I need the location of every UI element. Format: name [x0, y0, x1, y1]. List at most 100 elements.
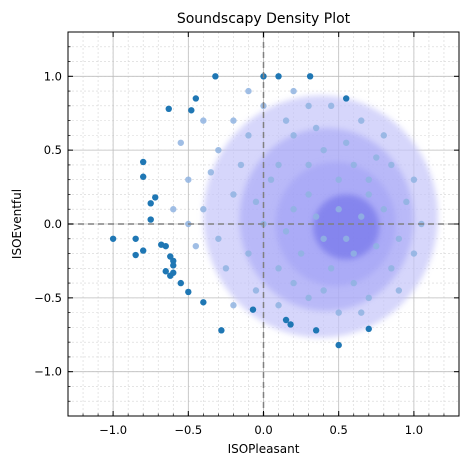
data-point: [200, 299, 207, 306]
y-tick-label: 1.0: [44, 69, 62, 83]
y-axis-label: ISOEventful: [10, 189, 24, 259]
data-point: [162, 268, 169, 275]
data-point: [218, 327, 225, 334]
density-region: [313, 194, 380, 260]
reference-lines: [68, 32, 459, 416]
data-point: [152, 194, 159, 201]
data-point: [327, 102, 335, 110]
data-point: [395, 287, 403, 294]
data-point: [403, 198, 410, 206]
data-point: [290, 206, 297, 213]
data-point: [222, 265, 230, 272]
data-point: [252, 198, 260, 206]
data-point: [343, 235, 350, 242]
data-point: [185, 176, 192, 183]
data-point: [297, 250, 305, 257]
data-point: [343, 95, 350, 102]
x-tick-label: −1.0: [99, 423, 127, 437]
data-point: [192, 242, 200, 250]
data-point: [267, 176, 275, 183]
data-point: [305, 161, 312, 169]
y-tick-label: 0.5: [44, 143, 62, 157]
data-point: [335, 206, 342, 213]
data-point: [170, 262, 177, 269]
data-point: [395, 235, 403, 242]
data-point: [139, 158, 147, 166]
data-point: [290, 279, 297, 287]
data-point: [249, 306, 257, 313]
y-tick-label: −0.5: [34, 291, 62, 305]
data-point: [170, 206, 177, 213]
data-point: [305, 191, 312, 198]
data-point: [275, 161, 282, 169]
data-point: [312, 213, 320, 220]
data-point: [109, 235, 117, 242]
data-point: [170, 269, 177, 276]
data-point: [388, 161, 395, 169]
data-point: [139, 173, 147, 180]
data-point: [170, 257, 177, 265]
data-point: [230, 117, 237, 124]
x-tick-label: 1.0: [405, 423, 423, 437]
data-point: [230, 191, 237, 198]
data-point: [305, 102, 312, 110]
data-point: [380, 132, 388, 139]
data-point: [350, 250, 357, 257]
data-point: [410, 176, 418, 183]
data-point: [365, 294, 372, 302]
data-point: [162, 242, 169, 250]
data-point: [350, 279, 357, 287]
data-point: [380, 206, 388, 213]
data-point: [245, 132, 252, 139]
data-point: [410, 250, 418, 257]
data-point: [215, 146, 222, 154]
x-tick-label: −0.5: [174, 423, 202, 437]
data-point: [312, 124, 320, 132]
data-point: [350, 161, 357, 169]
x-tick-label: 0.5: [330, 423, 348, 437]
data-point: [373, 154, 380, 161]
data-point: [282, 228, 290, 235]
x-tick-label: 0.0: [254, 423, 272, 437]
data-point: [290, 87, 297, 95]
data-point: [320, 146, 327, 154]
data-point: [192, 95, 200, 102]
data-point: [290, 132, 297, 139]
data-point: [252, 287, 260, 294]
data-point: [305, 294, 312, 302]
data-point: [335, 309, 342, 316]
x-axis-label: ISOPleasant: [228, 442, 300, 456]
data-point: [212, 73, 219, 80]
data-point: [358, 213, 365, 220]
data-point: [282, 117, 290, 124]
data-point: [185, 288, 192, 296]
data-point: [275, 265, 282, 272]
data-point: [237, 161, 245, 169]
outer-points: [109, 73, 372, 349]
data-point: [147, 216, 154, 223]
data-point: [147, 200, 154, 207]
data-point: [230, 302, 237, 309]
data-point: [132, 235, 139, 242]
data-point: [306, 73, 314, 80]
data-point: [343, 139, 350, 146]
data-point: [132, 251, 139, 259]
data-point: [312, 327, 320, 334]
data-point: [207, 169, 215, 176]
data-point: [245, 87, 252, 95]
data-point: [320, 287, 327, 294]
y-tick-label: 0.0: [44, 217, 62, 231]
data-point: [177, 139, 184, 146]
data-point: [200, 206, 207, 213]
data-point: [373, 242, 380, 250]
data-point: [165, 105, 172, 113]
data-point: [177, 279, 184, 287]
data-point: [320, 235, 327, 242]
data-point: [282, 316, 290, 324]
data-point: [139, 247, 147, 254]
data-point: [388, 265, 395, 272]
data-point: [335, 341, 342, 349]
data-point: [335, 176, 342, 183]
data-point: [358, 309, 365, 316]
